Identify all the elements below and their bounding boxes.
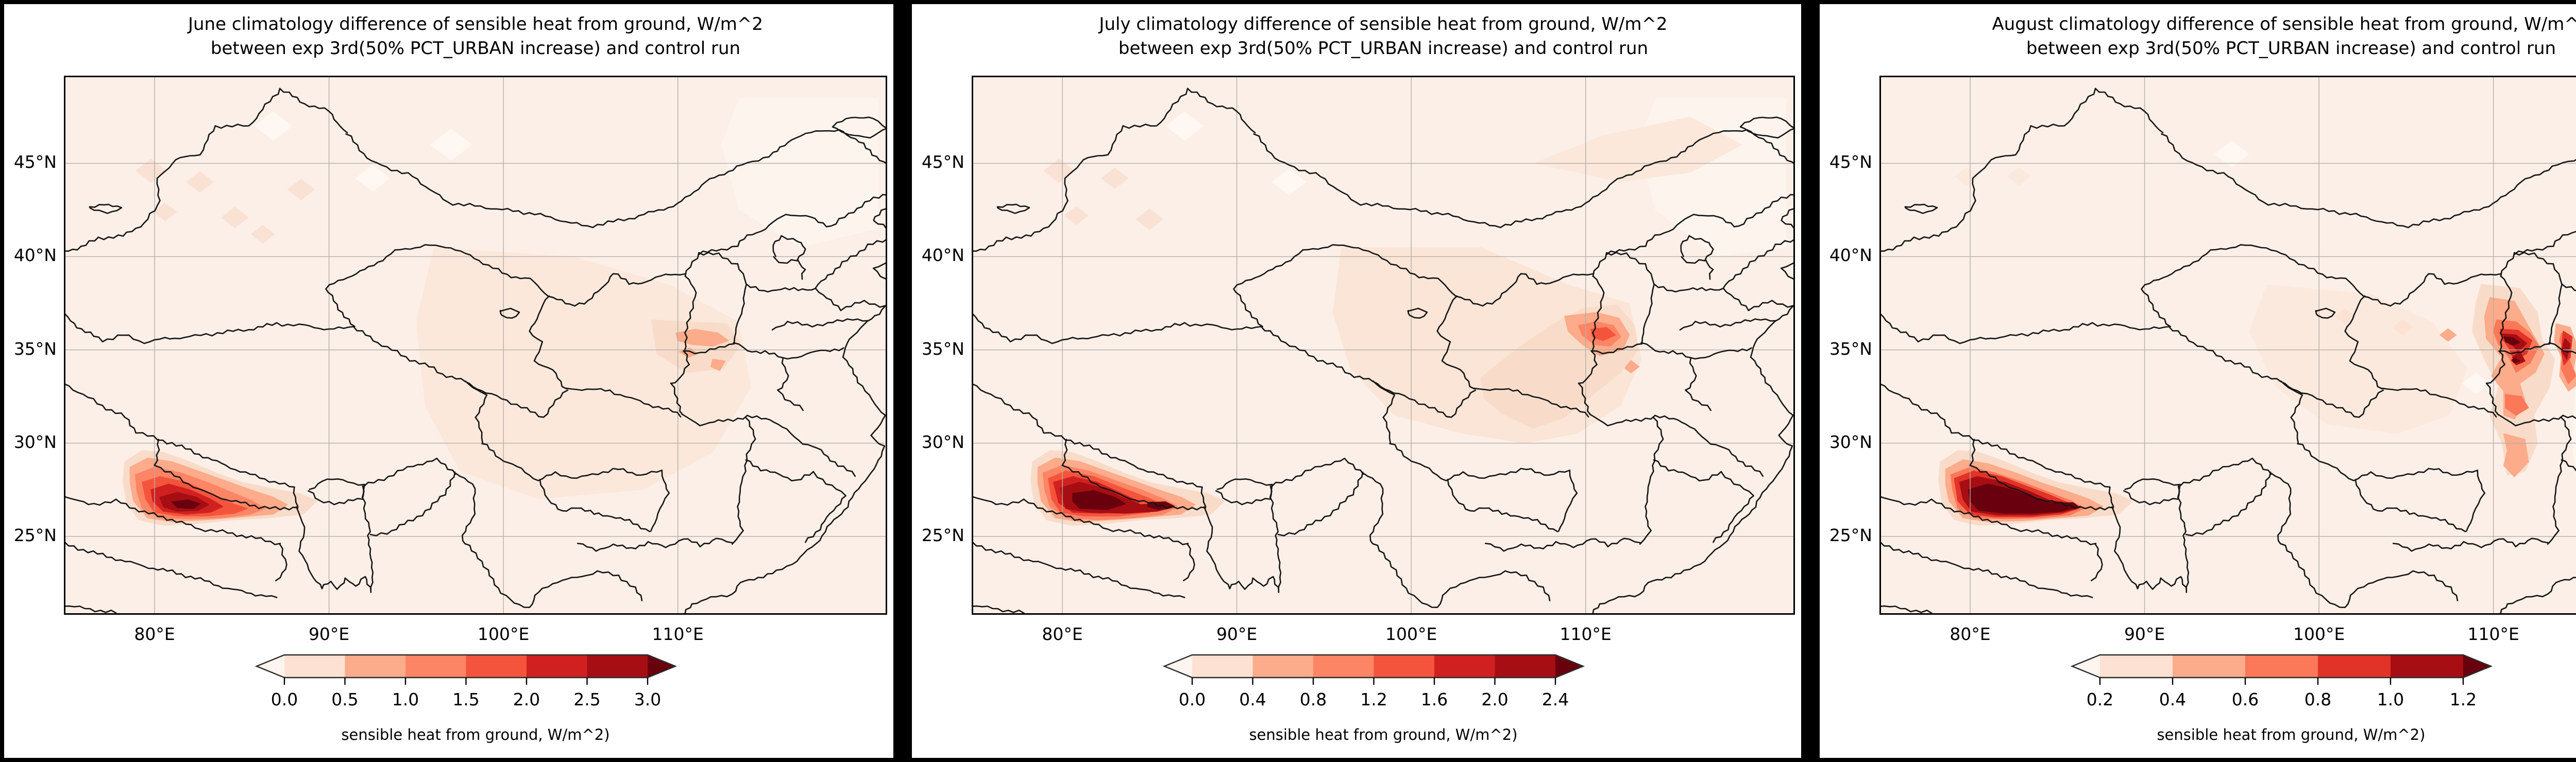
colorbar-label: sensible heat from ground, W/m^2) — [1249, 726, 1518, 743]
colorbar-tick-label: 0.6 — [2232, 689, 2259, 709]
contour-fills — [1030, 304, 1639, 526]
lat-tick-label: 25°N — [13, 525, 57, 545]
graticule — [64, 76, 887, 615]
colorbar-august: 0.2 0.4 0.6 0.8 1.0 1.2 — [2070, 652, 2498, 719]
lat-tick-label: 45°N — [921, 152, 964, 172]
panel-july: July climatology difference of sensible … — [912, 4, 1801, 758]
panel-title-july: July climatology difference of sensible … — [972, 12, 1795, 61]
lon-tick-label: 110°E — [2467, 624, 2519, 644]
colorbar-july: 0.0 0.4 0.8 1.2 1.6 2.0 2.4 — [1162, 652, 1590, 719]
colorbar-svg: 0.2 0.4 0.6 0.8 1.0 1.2 — [2070, 654, 2493, 709]
lon-tick-label: 100°E — [1385, 624, 1437, 644]
boundaries — [64, 88, 887, 615]
colorbar-under-arrow — [1164, 655, 1192, 678]
colorbar-tick-label: 0.2 — [2087, 689, 2113, 709]
panel-title-august: August climatology difference of sensibl… — [1879, 12, 2576, 61]
lat-tick-label: 45°N — [13, 152, 57, 172]
title-line2: between exp 3rd(50% PCT_URBAN increase) … — [1118, 38, 1649, 59]
colorbar-under-arrow — [2072, 655, 2100, 678]
map-svg — [1879, 76, 2576, 615]
lat-tick-label: 30°N — [1829, 431, 1872, 452]
colorbar-under-arrow — [257, 655, 284, 678]
lon-tick-label: 110°E — [1560, 624, 1612, 644]
map-july — [972, 76, 1795, 615]
colorbar-tick-label: 0.4 — [2159, 689, 2186, 709]
map-svg — [64, 76, 887, 615]
title-line1: June climatology difference of sensible … — [188, 14, 764, 34]
title-line2: between exp 3rd(50% PCT_URBAN increase) … — [2026, 38, 2556, 59]
contour-fills — [1938, 284, 2576, 526]
lon-tick-label: 110°E — [652, 624, 704, 644]
colorbar-tick-label: 1.0 — [2377, 689, 2404, 709]
map-frame — [1879, 76, 2576, 615]
lat-tick-label: 40°N — [13, 245, 57, 266]
colorbar-tick-label: 1.2 — [1360, 689, 1387, 709]
colorbar-tick-label: 0.8 — [1300, 689, 1327, 709]
colorbar-tick-label: 0.0 — [1179, 689, 1206, 709]
colorbar-over-arrow — [2463, 655, 2491, 678]
colorbar-tick-label: 2.0 — [1481, 689, 1508, 709]
lat-tick-label: 35°N — [13, 338, 57, 359]
colorbar-tick-label: 0.5 — [331, 689, 358, 709]
lat-tick-label: 25°N — [921, 525, 964, 545]
colorbar-june: 0.0 0.5 1.0 1.5 2.0 2.5 3.0 — [255, 652, 683, 719]
lat-tick-label: 40°N — [921, 245, 964, 266]
graticule — [972, 76, 1795, 615]
colorbar-tick-label: 1.2 — [2450, 689, 2477, 709]
colorbar-tick-label: 2.0 — [513, 689, 540, 709]
map-svg — [972, 76, 1795, 615]
title-line1: August climatology difference of sensibl… — [1992, 14, 2576, 34]
lat-tick-label: 45°N — [1829, 152, 1872, 172]
lat-tick-label: 40°N — [1829, 245, 1872, 266]
panel-title-june: June climatology difference of sensible … — [64, 12, 887, 61]
map-frame — [64, 76, 887, 615]
colorbar-label: sensible heat from ground, W/m^2) — [341, 726, 610, 743]
colorbar-over-arrow — [648, 655, 675, 678]
lat-tick-label: 35°N — [1829, 338, 1872, 359]
panel-august: August climatology difference of sensibl… — [1820, 4, 2576, 758]
lat-tick-label: 30°N — [13, 431, 57, 452]
lon-tick-label: 80°E — [134, 624, 175, 644]
map-frame — [972, 76, 1795, 615]
background-washes — [1954, 141, 2576, 478]
lon-tick-label: 90°E — [1216, 624, 1258, 644]
lat-tick-label: 30°N — [921, 431, 964, 452]
contour-fills — [123, 319, 741, 526]
map-june — [64, 76, 887, 615]
boundaries — [972, 88, 1795, 615]
lat-tick-label: 25°N — [1829, 525, 1872, 545]
lon-tick-label: 80°E — [1042, 624, 1083, 644]
map-august — [1879, 76, 2576, 615]
title-line1: July climatology difference of sensible … — [1099, 14, 1668, 34]
lon-tick-label: 100°E — [477, 624, 530, 644]
title-line2: between exp 3rd(50% PCT_URBAN increase) … — [210, 38, 741, 59]
graticule — [1879, 76, 2576, 615]
colorbar-tick-label: 2.4 — [1542, 689, 1569, 709]
lon-tick-label: 90°E — [308, 624, 350, 644]
colorbar-tick-label: 3.0 — [634, 689, 661, 709]
lon-tick-label: 80°E — [1950, 624, 1991, 644]
lon-tick-label: 100°E — [2293, 624, 2345, 644]
colorbar-tick-label: 0.8 — [2304, 689, 2331, 709]
colorbar-svg: 0.0 0.4 0.8 1.2 1.6 2.0 2.4 — [1162, 654, 1585, 709]
colorbar-tick-label: 2.5 — [573, 689, 600, 709]
colorbar-tick-label: 1.5 — [452, 689, 479, 709]
boundaries — [1879, 88, 2576, 615]
lat-tick-label: 35°N — [921, 338, 964, 359]
colorbar-svg: 0.0 0.5 1.0 1.5 2.0 2.5 3.0 — [255, 654, 677, 709]
colorbar-over-arrow — [1555, 655, 1583, 678]
map-background — [1879, 76, 2576, 615]
colorbar-tick-label: 1.6 — [1421, 689, 1448, 709]
lon-tick-label: 90°E — [2124, 624, 2165, 644]
colorbar-tick-label: 0.0 — [271, 689, 298, 709]
panel-june: June climatology difference of sensible … — [4, 4, 893, 758]
colorbar-label: sensible heat from ground, W/m^2) — [2157, 726, 2426, 743]
colorbar-tick-label: 0.4 — [1239, 689, 1266, 709]
colorbar-tick-label: 1.0 — [392, 689, 419, 709]
